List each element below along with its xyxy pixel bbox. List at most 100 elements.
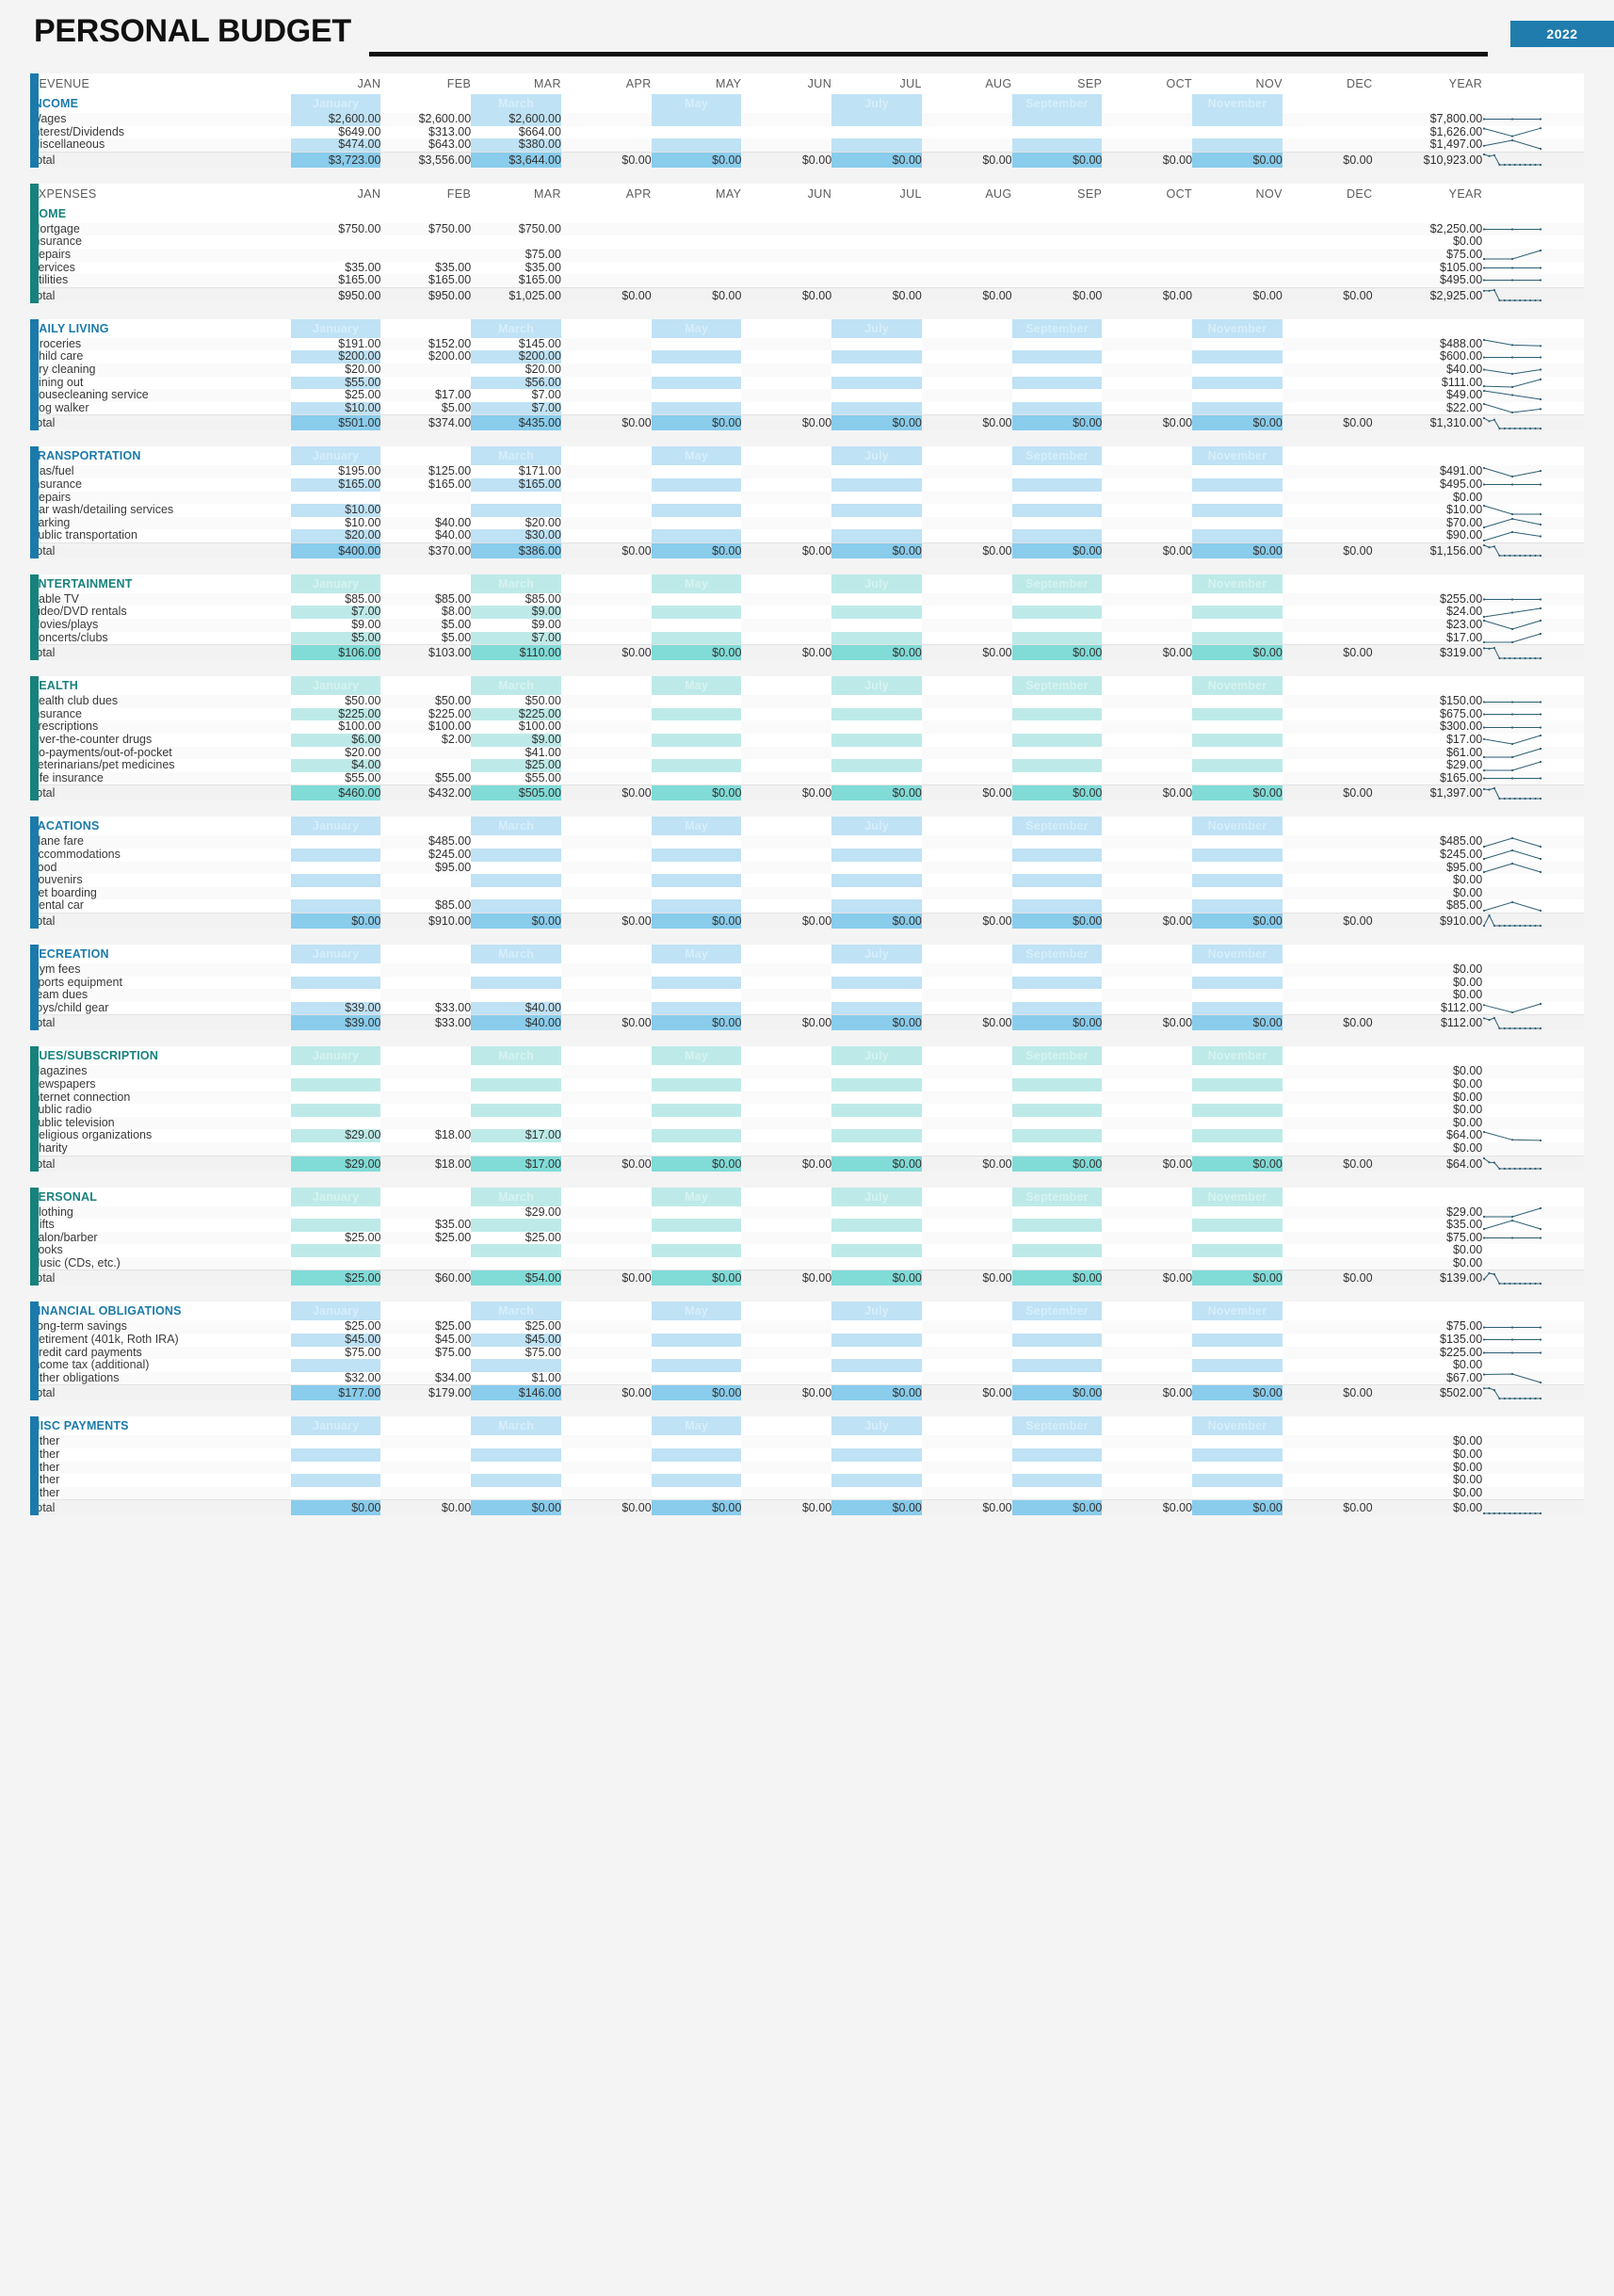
cell-dec[interactable] — [1283, 1474, 1373, 1487]
table-row[interactable]: Other obligations $32.00 $34.00 $1.00 $67.00 — [30, 1371, 1584, 1385]
cell-dec[interactable] — [1282, 222, 1373, 236]
cell-may[interactable] — [651, 504, 742, 517]
cell-jan[interactable] — [290, 874, 381, 887]
cell-nov[interactable] — [1192, 389, 1283, 402]
cell-may[interactable] — [651, 248, 742, 262]
cell-sep[interactable] — [1011, 529, 1103, 543]
cell-jan[interactable] — [291, 1065, 381, 1078]
cell-mar[interactable]: $29.00 — [525, 1205, 561, 1219]
cell-nov[interactable] — [1192, 1320, 1283, 1334]
cell-jun[interactable] — [741, 720, 832, 735]
table-row[interactable]: Newspapers $0.00 — [30, 1077, 1584, 1091]
cell-jan[interactable]: $200.00 — [290, 350, 381, 364]
cell-jan[interactable] — [291, 1435, 381, 1448]
cell-oct[interactable] — [1102, 465, 1193, 478]
cell-mar[interactable] — [471, 1219, 561, 1232]
cell-apr[interactable] — [561, 402, 652, 415]
cell-jul[interactable] — [831, 707, 922, 721]
cell-oct[interactable] — [1102, 126, 1192, 139]
cell-mar[interactable]: $75.00 — [471, 248, 561, 262]
cell-oct[interactable] — [1102, 1091, 1193, 1105]
cell-mar[interactable] — [471, 835, 561, 849]
cell-jun[interactable] — [741, 248, 832, 262]
cell-aug[interactable] — [921, 1065, 1012, 1078]
cell-mar[interactable]: $225.00 — [471, 707, 561, 721]
cell-apr[interactable] — [561, 1129, 652, 1142]
cell-apr[interactable] — [560, 861, 652, 875]
cell-dec[interactable] — [1282, 1320, 1373, 1334]
cell-jul[interactable] — [831, 976, 922, 990]
cell-sep[interactable] — [1011, 1334, 1103, 1347]
cell-jan[interactable]: $20.00 — [345, 746, 381, 759]
table-row[interactable]: Other $0.00 — [30, 1435, 1584, 1449]
cell-jun[interactable] — [741, 389, 832, 402]
cell-dec[interactable] — [1283, 734, 1373, 747]
cell-nov[interactable] — [1192, 707, 1283, 721]
cell-oct[interactable] — [1102, 363, 1193, 377]
cell-dec[interactable] — [1283, 977, 1373, 990]
cell-jan[interactable] — [291, 989, 381, 1002]
cell-dec[interactable] — [1282, 1256, 1373, 1270]
cell-may[interactable] — [652, 1372, 742, 1385]
cell-feb[interactable]: $5.00 — [441, 401, 472, 414]
cell-apr[interactable] — [560, 1116, 652, 1130]
cell-jan[interactable]: $25.00 — [345, 1231, 381, 1244]
cell-nov[interactable] — [1192, 477, 1283, 492]
table-row[interactable]: Internet connection $0.00 — [30, 1091, 1584, 1105]
cell-dec[interactable] — [1282, 363, 1373, 377]
cell-dec[interactable] — [1282, 1435, 1373, 1449]
cell-jun[interactable] — [741, 377, 831, 390]
cell-feb[interactable]: $165.00 — [380, 274, 472, 288]
cell-oct[interactable] — [1102, 874, 1192, 887]
cell-jul[interactable] — [831, 517, 922, 530]
cell-jan[interactable] — [291, 1142, 381, 1156]
cell-jul[interactable] — [831, 1474, 922, 1487]
cell-aug[interactable] — [922, 1474, 1012, 1487]
cell-jun[interactable] — [741, 1371, 832, 1385]
table-row[interactable]: Insurance $225.00 $225.00 $225.00 $675.00 — [30, 707, 1584, 721]
cell-sep[interactable] — [1011, 222, 1103, 236]
cell-jul[interactable] — [831, 401, 922, 415]
cell-mar[interactable]: $55.00 — [525, 771, 561, 784]
cell-may[interactable] — [651, 529, 742, 543]
cell-apr[interactable] — [561, 899, 652, 913]
cell-dec[interactable] — [1282, 619, 1373, 632]
cell-sep[interactable] — [1011, 1077, 1103, 1091]
cell-apr[interactable] — [561, 377, 652, 390]
cell-aug[interactable] — [921, 1091, 1012, 1105]
table-row[interactable]: Souvenirs $0.00 — [30, 874, 1584, 887]
cell-mar[interactable]: $45.00 — [471, 1334, 561, 1347]
cell-mar[interactable]: $25.00 — [471, 759, 561, 772]
cell-dec[interactable] — [1283, 377, 1373, 390]
cell-sep[interactable] — [1012, 338, 1103, 351]
cell-sep[interactable] — [1011, 113, 1103, 126]
cell-sep[interactable] — [1012, 465, 1103, 478]
cell-apr[interactable] — [560, 1486, 652, 1500]
cell-nov[interactable] — [1192, 899, 1283, 914]
cell-nov[interactable] — [1192, 1372, 1283, 1385]
cell-jul[interactable] — [831, 350, 922, 364]
cell-jun[interactable] — [741, 1104, 831, 1117]
table-row[interactable]: Dog walker $10.00 $5.00 $7.00 $22.00 — [30, 401, 1584, 415]
table-row[interactable]: Team dues $0.00 — [30, 989, 1584, 1002]
cell-sep[interactable] — [1011, 1219, 1103, 1232]
cell-jun[interactable] — [741, 138, 832, 153]
cell-jun[interactable] — [741, 886, 832, 900]
cell-nov[interactable] — [1192, 1435, 1283, 1448]
cell-nov[interactable] — [1192, 1091, 1283, 1105]
table-row[interactable]: Salon/barber $25.00 $25.00 $25.00 $75.00 — [30, 1231, 1584, 1245]
cell-may[interactable] — [651, 1001, 742, 1015]
cell-feb[interactable]: $95.00 — [380, 861, 472, 875]
cell-apr[interactable] — [561, 1219, 652, 1232]
cell-dec[interactable] — [1282, 771, 1373, 785]
cell-sep[interactable] — [1011, 631, 1103, 645]
cell-jun[interactable] — [741, 1486, 832, 1500]
cell-oct[interactable] — [1102, 886, 1193, 900]
cell-sep[interactable] — [1012, 619, 1103, 632]
cell-may[interactable] — [651, 401, 742, 415]
cell-nov[interactable] — [1192, 1462, 1283, 1475]
cell-oct[interactable] — [1102, 262, 1192, 275]
cell-mar[interactable] — [471, 849, 561, 862]
cell-mar[interactable] — [471, 976, 561, 990]
cell-nov[interactable] — [1192, 1219, 1283, 1232]
